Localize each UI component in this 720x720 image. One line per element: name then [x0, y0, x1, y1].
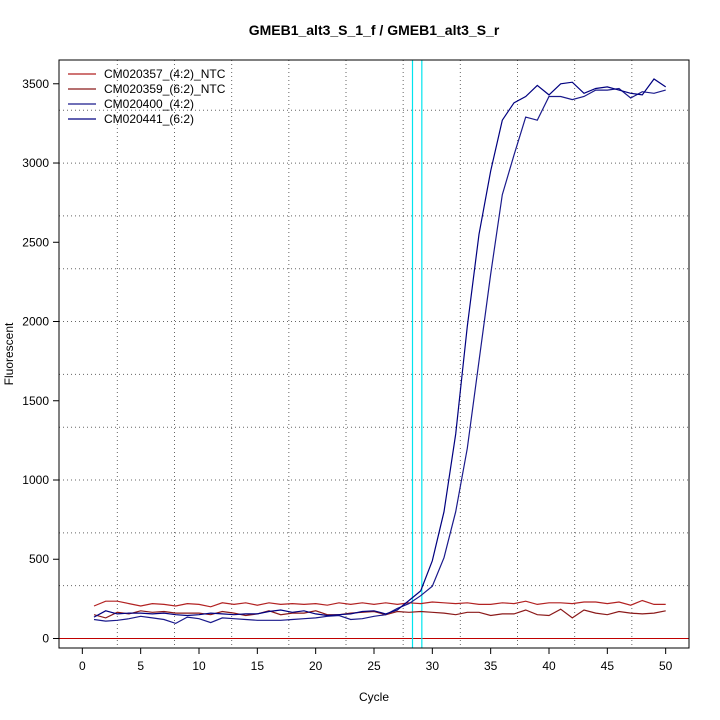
y-tick-label: 2500 [22, 235, 49, 249]
x-tick-label: 40 [542, 659, 556, 673]
y-tick-label: 2000 [22, 315, 49, 329]
legend-label-4: CM020441_(6:2) [104, 112, 194, 126]
reference-lines [59, 60, 689, 648]
legend: CM020357_(4:2)_NTCCM020359_(6:2)_NTCCM02… [68, 67, 226, 126]
y-tick-label: 500 [29, 552, 49, 566]
y-axis: 0 500 1000 1500 2000 2500 3000 3500 [22, 77, 59, 645]
series-layer [93, 78, 667, 625]
x-tick-label: 45 [601, 659, 615, 673]
x-tick-label: 20 [309, 659, 323, 673]
series-line-3 [93, 87, 666, 625]
x-tick-label: 10 [192, 659, 206, 673]
x-axis-title: Cycle [359, 690, 389, 704]
y-tick-label: 0 [42, 631, 49, 645]
y-tick-label: 3000 [22, 156, 49, 170]
y-tick-label: 1500 [22, 394, 49, 408]
legend-label-2: CM020359_(6:2)_NTC [104, 82, 226, 96]
y-axis-title: Fluorescent [2, 322, 16, 385]
x-tick-label: 5 [137, 659, 144, 673]
x-tick-label: 50 [659, 659, 673, 673]
x-axis: 0 5 10 15 20 25 30 35 40 45 50 [79, 648, 673, 673]
chart-title: GMEB1_alt3_S_1_f / GMEB1_alt3_S_r [249, 22, 500, 38]
grid-layer [59, 60, 690, 648]
x-tick-label: 30 [426, 659, 440, 673]
y-tick-label: 1000 [22, 473, 49, 487]
series-line-2 [93, 608, 666, 619]
legend-label-1: CM020357_(4:2)_NTC [104, 67, 226, 81]
series-line-1 [93, 599, 666, 608]
x-tick-label: 25 [367, 659, 381, 673]
y-tick-label: 3500 [22, 77, 49, 91]
x-tick-label: 0 [79, 659, 86, 673]
series-line-4 [93, 78, 667, 618]
x-tick-label: 35 [484, 659, 498, 673]
plot-frame [58, 59, 690, 649]
x-tick-label: 15 [251, 659, 265, 673]
legend-label-3: CM020400_(4:2) [104, 97, 194, 111]
